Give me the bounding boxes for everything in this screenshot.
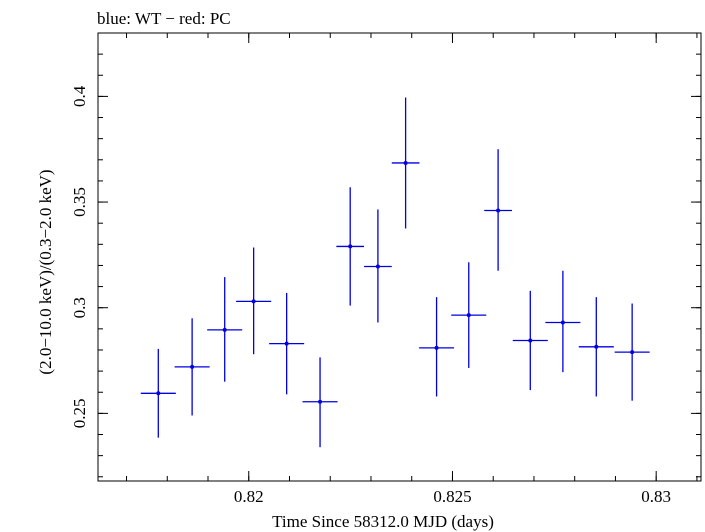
plot-frame	[97, 32, 702, 482]
point-marker	[284, 341, 289, 346]
y-tick-label: 0.35	[70, 187, 89, 217]
axis-ticks	[98, 32, 701, 481]
data-point	[364, 209, 392, 323]
point-marker	[528, 338, 533, 343]
data-point	[578, 297, 614, 397]
data-point	[269, 292, 305, 395]
data-point	[174, 318, 210, 416]
data-point	[207, 277, 243, 382]
point-marker	[318, 399, 323, 404]
chart-title: blue: WT − red: PC	[97, 9, 231, 28]
point-marker	[375, 264, 380, 269]
y-tick-label: 0.4	[70, 85, 89, 107]
point-marker	[560, 320, 565, 325]
tick-labels: 0.82 0.825 0.83 0.25 0.3 0.35 0.4	[70, 85, 671, 506]
x-axis-label: Time Since 58312.0 MJD (days)	[272, 512, 494, 531]
y-tick-label: 0.3	[70, 297, 89, 318]
data-point	[236, 247, 272, 355]
point-marker	[222, 327, 227, 332]
point-marker	[403, 160, 408, 165]
data-point	[140, 348, 176, 438]
data-point	[419, 297, 455, 397]
y-tick-label: 0.25	[70, 399, 89, 429]
point-marker	[348, 244, 353, 249]
data-point	[512, 290, 548, 391]
x-tick-label: 0.82	[234, 487, 264, 506]
data-points	[140, 97, 650, 448]
point-marker	[496, 208, 501, 213]
point-marker	[630, 350, 635, 355]
data-point	[614, 303, 650, 401]
point-marker	[156, 391, 161, 396]
point-marker	[434, 345, 439, 350]
data-point	[336, 187, 365, 306]
point-marker	[251, 299, 256, 304]
data-point	[391, 97, 420, 229]
point-marker	[190, 364, 195, 369]
data-point	[451, 262, 487, 368]
x-tick-label: 0.825	[433, 487, 471, 506]
x-tick-label: 0.83	[641, 487, 671, 506]
y-axis-label: (2.0−10.0 keV)/(0.3−2.0 keV)	[36, 169, 55, 374]
point-marker	[466, 313, 471, 318]
data-point	[302, 357, 338, 448]
data-point	[484, 149, 512, 271]
point-marker	[594, 344, 599, 349]
data-point	[545, 270, 581, 373]
